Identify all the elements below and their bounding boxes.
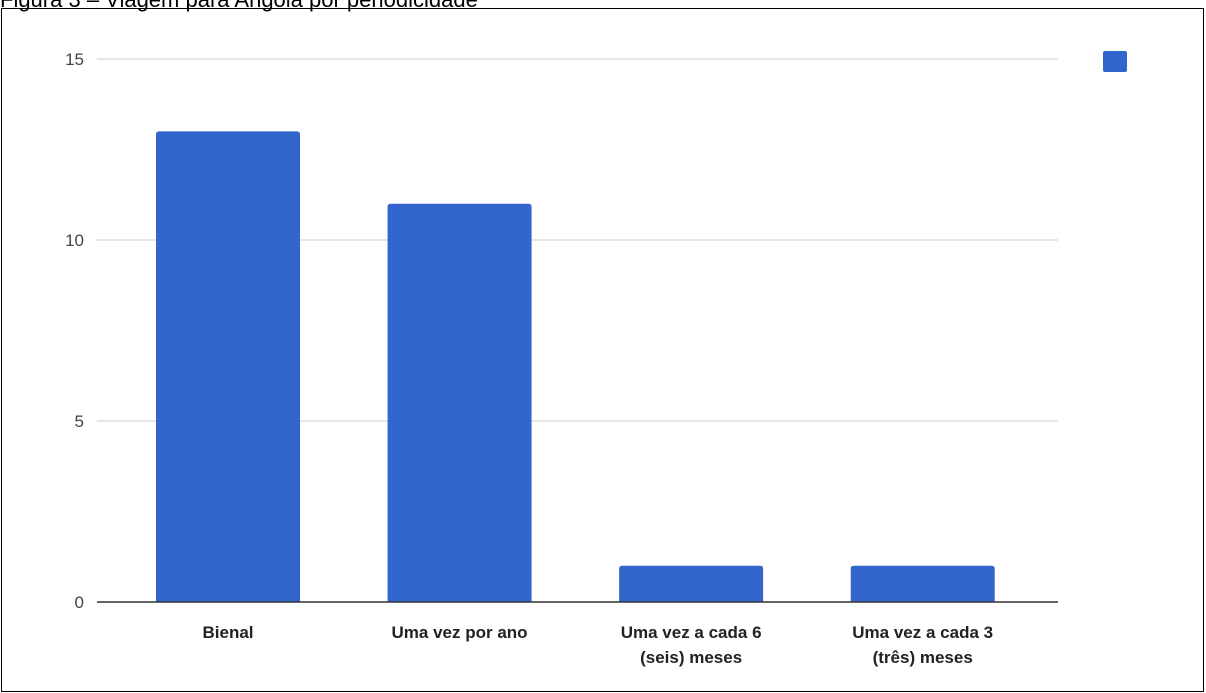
y-tick-label: 15 bbox=[65, 50, 84, 69]
x-tick-label: Uma vez a cada 3 (três) meses bbox=[852, 623, 993, 667]
x-axis-labels: Bienal Uma vez por ano Uma vez a cada 6 (se… bbox=[202, 623, 993, 667]
y-tick-label: 5 bbox=[75, 412, 84, 431]
figure-caption: Figura 3 – Viagem para Angola por period… bbox=[0, 0, 478, 12]
bar-chart: 0 5 10 15 Bienal Uma vez por ano Uma vez a ca… bbox=[65, 50, 1127, 667]
x-tick-label: Uma vez por ano bbox=[392, 623, 528, 642]
y-tick-label: 10 bbox=[65, 231, 84, 250]
bar bbox=[387, 203, 532, 603]
bar bbox=[850, 565, 995, 602]
x-tick-label: Bienal bbox=[202, 623, 253, 642]
y-tick-label: 0 bbox=[75, 593, 84, 612]
legend-swatch bbox=[1103, 51, 1127, 72]
bars bbox=[156, 131, 995, 603]
x-tick-label: Uma vez a cada 6 (seis) meses bbox=[621, 623, 762, 667]
bar bbox=[619, 565, 764, 602]
bar bbox=[156, 131, 300, 602]
chart-frame: 0 5 10 15 Bienal Uma vez por ano Uma vez a ca… bbox=[1, 8, 1204, 692]
y-axis-ticks: 0 5 10 15 bbox=[65, 50, 84, 612]
